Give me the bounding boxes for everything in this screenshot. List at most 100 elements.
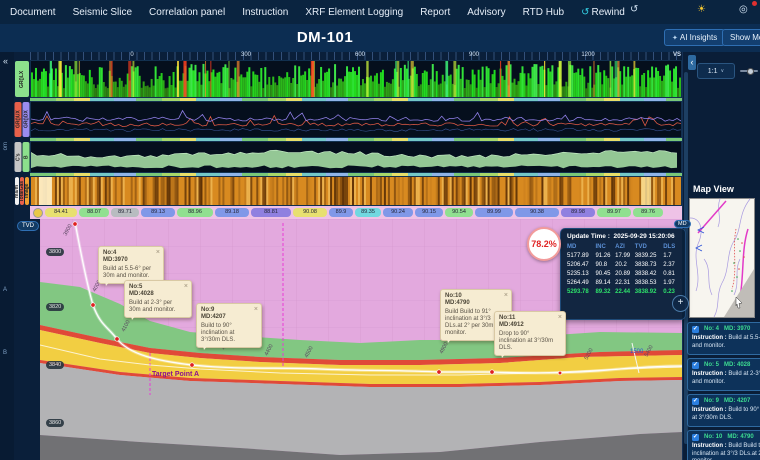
azimuth-pill: 89.35 bbox=[355, 208, 381, 217]
ai-sparkle-icon: ✦ bbox=[672, 35, 678, 42]
track-label-image: image bbox=[25, 177, 29, 205]
instruction-card-no-10[interactable]: ✓ No: 10 MD: 4790 Instruction : Build Build… bbox=[687, 430, 760, 460]
scale-ratio-dropdown[interactable]: 1:1 ∨ bbox=[697, 63, 735, 79]
survey-cell: 3838.73 bbox=[634, 261, 657, 268]
vertical-scrollbar[interactable] bbox=[684, 72, 688, 444]
nav-item-instruction[interactable]: Instruction bbox=[242, 6, 289, 18]
survey-row: 5206.47 90.8 20.2 3838.73 2.37 bbox=[567, 260, 679, 269]
instruction-card-no-5[interactable]: ✓ No: 5 MD: 4028 Instruction : Build at 2-3… bbox=[687, 358, 760, 391]
azimuth-pill: 89.99 bbox=[475, 208, 513, 217]
nav-item-seismic-slice[interactable]: Seismic Slice bbox=[72, 6, 133, 18]
close-icon[interactable]: × bbox=[557, 314, 562, 321]
track-label-b: B bbox=[22, 142, 29, 172]
ai-insights-button[interactable]: ✦ AI Insights bbox=[664, 29, 726, 46]
close-icon[interactable]: × bbox=[253, 306, 258, 313]
fault-depth-label: 1500 bbox=[630, 349, 644, 355]
callout-text: Build to 90° inclination at 3°/30m DLS. bbox=[201, 323, 236, 343]
survey-cell: 5264.49 bbox=[567, 279, 589, 286]
checkbox-checked[interactable]: ✓ bbox=[692, 434, 699, 442]
callout-no-5[interactable]: × No:5 MD:4028 Build at 2-3° per 30m and mo… bbox=[124, 280, 192, 320]
callout-text: No:5 bbox=[129, 284, 143, 290]
notification-dot bbox=[752, 1, 757, 6]
callout-no-4[interactable]: × No:4 MD:3970 Build at 5.5-6° per 30m and … bbox=[98, 246, 164, 286]
nav-item-rewind[interactable]: ↺ Rewind bbox=[581, 6, 625, 18]
nav-item-xrf-element-logging[interactable]: XRF Element Logging bbox=[305, 6, 404, 18]
left-collapsed-sidebar[interactable]: « om A B bbox=[0, 52, 15, 460]
survey-cell: 22.44 bbox=[615, 288, 631, 295]
sun-icon[interactable]: ☀ bbox=[697, 4, 706, 15]
azimuth-pill: 90.15 bbox=[415, 208, 443, 217]
card-md: MD: 3970 bbox=[724, 326, 751, 332]
track4-labels: ms/m TotalGas image bbox=[14, 176, 30, 206]
track-separator bbox=[30, 98, 682, 101]
nav-item-document[interactable]: Document bbox=[10, 6, 56, 18]
azimuth-pill: 89.13 bbox=[141, 208, 175, 217]
log-track-gr[interactable]: GR()LX bbox=[14, 60, 682, 98]
instruction-card-no-9[interactable]: ✓ No: 9 MD: 4207 Instruction : Build to 90°… bbox=[687, 394, 760, 427]
survey-cell: 1.7 bbox=[663, 252, 672, 259]
callout-no-11[interactable]: × No:11 MD:4912 Drop to 90° inclination at … bbox=[494, 311, 566, 358]
nav-item-rtd-hub[interactable]: RTD Hub bbox=[522, 6, 565, 18]
survey-cell: 3838.53 bbox=[634, 279, 657, 286]
callout-text: Drop to 90° inclination at 3°/30m DLS. bbox=[499, 331, 554, 351]
cs-band-log bbox=[30, 141, 682, 173]
update-time-value: 2025-09-29 15:20:06 bbox=[613, 233, 675, 240]
history-icon[interactable]: ↺ bbox=[630, 4, 639, 15]
close-icon[interactable]: × bbox=[183, 283, 188, 290]
zoom-in-button[interactable]: + bbox=[672, 295, 689, 312]
progress-badge: 78.2% bbox=[527, 227, 561, 261]
rewind-icon: ↺ bbox=[581, 6, 590, 18]
collapse-left-icon[interactable]: « bbox=[3, 56, 9, 66]
survey-cell: 20.89 bbox=[615, 270, 631, 277]
track-label-grlx: GR()LX bbox=[15, 61, 29, 97]
nav-item-report[interactable]: Report bbox=[420, 6, 451, 18]
survey-cell: 0.23 bbox=[663, 288, 675, 295]
checkbox-checked[interactable]: ✓ bbox=[692, 362, 699, 370]
card-no: No: 10 bbox=[704, 434, 723, 440]
track-separator bbox=[30, 138, 682, 141]
azimuth-pill: 89.71 bbox=[111, 208, 139, 217]
log-track-cs[interactable]: C's B bbox=[14, 141, 682, 173]
survey-col-header: TVD bbox=[634, 244, 647, 250]
callout-text: No:11 bbox=[499, 315, 516, 321]
user-circle-icon[interactable]: ◎ bbox=[739, 4, 748, 15]
slider-knob[interactable] bbox=[747, 67, 754, 75]
map-view[interactable] bbox=[689, 198, 755, 318]
azimuth-value-strip: 84.41 88.07 89.71 89.13 88.96 89.18 88.81 90.08… bbox=[30, 206, 682, 219]
survey-cell: 22.31 bbox=[615, 279, 631, 286]
azimuth-pill: 90.38 bbox=[515, 208, 559, 217]
log-track-gr-curves[interactable]: GR()UX GR()DX bbox=[14, 101, 682, 138]
log-track-image[interactable]: ms/m TotalGas image bbox=[14, 176, 682, 206]
card-instruction: Instruction : Build at 5.5-6° per 30m an… bbox=[692, 335, 760, 349]
survey-cell: 3838.92 bbox=[634, 288, 657, 295]
card-md: MD: 4028 bbox=[724, 362, 751, 368]
close-icon[interactable]: × bbox=[155, 249, 160, 256]
scale-slider[interactable] bbox=[740, 67, 758, 75]
close-icon[interactable]: × bbox=[503, 292, 508, 299]
instruction-card-no-4[interactable]: ✓ No: 4 MD: 3970 Instruction : Build at 5.5… bbox=[687, 322, 760, 355]
track1-labels: GR()LX bbox=[14, 60, 30, 98]
azimuth-pill: 89.9 bbox=[329, 208, 353, 217]
header-bar: DM-101 ✦AI Insights Show Mode bbox=[0, 24, 760, 53]
survey-cell: 90.8 bbox=[595, 261, 608, 268]
survey-cell: 91.26 bbox=[595, 252, 611, 259]
md-mode-badge[interactable]: MD bbox=[674, 220, 691, 228]
nav-item-advisory[interactable]: Advisory bbox=[467, 6, 506, 18]
nav-item-correlation-panel[interactable]: Correlation panel bbox=[149, 6, 226, 18]
collapse-panel-handle[interactable]: ‹ bbox=[688, 55, 696, 70]
azimuth-pill: 84.41 bbox=[45, 208, 77, 217]
callout-text: MD:3970 bbox=[103, 257, 128, 263]
ruler-tick: 300 bbox=[240, 52, 252, 58]
tvd-axis-label: 3800 bbox=[46, 248, 65, 256]
survey-cell: 89.32 bbox=[595, 288, 611, 295]
card-instruction: Instruction : Build to 90° inclination a… bbox=[692, 407, 760, 421]
show-mode-button[interactable]: Show Mode bbox=[722, 29, 760, 46]
checkbox-checked[interactable]: ✓ bbox=[692, 326, 699, 334]
tvd-axis-badge: TVD bbox=[17, 221, 39, 231]
callout-no-9[interactable]: × No:9 MD:4207 Build to 90° inclination at … bbox=[196, 303, 262, 350]
track2-labels: GR()UX GR()DX bbox=[14, 101, 30, 138]
right-panel: ‹ 1:1 ∨ Map View bbox=[682, 52, 760, 460]
survey-cell: 5235.13 bbox=[567, 270, 589, 277]
checkbox-checked[interactable]: ✓ bbox=[692, 398, 699, 406]
